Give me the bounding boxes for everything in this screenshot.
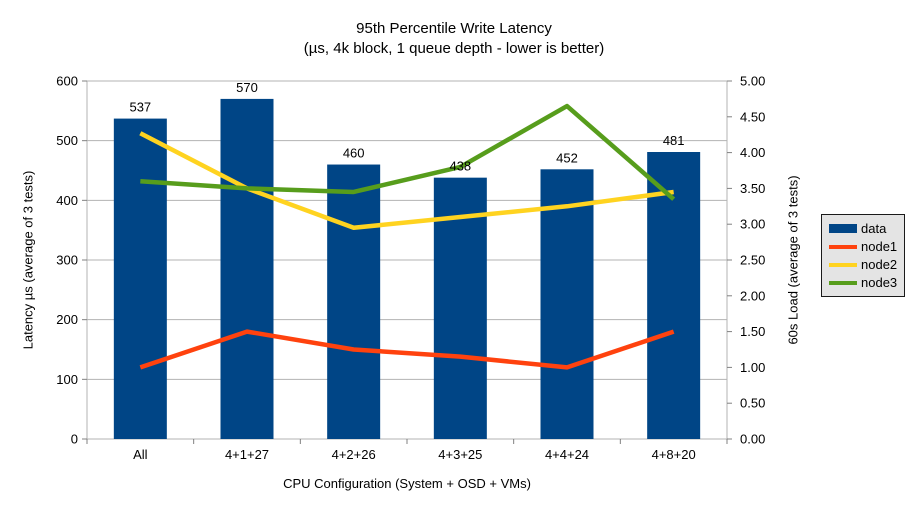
- right-tick-label: 4.50: [740, 109, 765, 124]
- left-tick-label: 200: [56, 312, 78, 327]
- legend-item-node1: node1: [829, 240, 899, 253]
- legend-swatch-node1: [829, 244, 857, 249]
- bar-value-label: 537: [129, 100, 151, 115]
- bar: [433, 177, 487, 439]
- legend-swatch-node3: [829, 280, 857, 285]
- series-line-node3: [140, 103, 676, 201]
- category-label: 4+4+24: [545, 447, 589, 462]
- left-tick-label: 400: [56, 193, 78, 208]
- right-tick-label: 3.00: [740, 217, 765, 232]
- bar-value-label: 460: [343, 146, 365, 161]
- bar-value-label: 438: [449, 159, 471, 174]
- bar: [327, 164, 381, 440]
- series-line-node2: [139, 131, 674, 231]
- left-tick-label: 500: [56, 133, 78, 148]
- category-label: 4+1+27: [225, 447, 269, 462]
- chart-subtitle: (µs, 4k block, 1 queue depth - lower is …: [303, 40, 605, 57]
- series-line-node1: [139, 329, 675, 370]
- bar: [540, 169, 594, 439]
- category-label: 4+2+26: [332, 447, 376, 462]
- bar-value-label: 570: [236, 80, 258, 95]
- right-tick-label: 1.50: [740, 324, 765, 339]
- right-tick-label: 3.50: [740, 181, 765, 196]
- right-tick-label: 0.00: [740, 432, 765, 447]
- category-label: 4+8+20: [652, 447, 696, 462]
- left-tick-label: 100: [56, 372, 78, 387]
- legend-swatch-data: [829, 224, 857, 233]
- right-tick-label: 2.00: [740, 288, 765, 303]
- x-axis-title: CPU Configuration (System + OSD + VMs): [283, 476, 531, 491]
- bar: [113, 118, 167, 439]
- legend-swatch-node2: [829, 262, 857, 267]
- category-label: All: [133, 447, 148, 462]
- right-tick-label: 1.00: [740, 360, 765, 375]
- left-tick-label: 600: [56, 74, 78, 89]
- legend-label: data: [861, 221, 887, 236]
- bar: [220, 98, 274, 440]
- bar-value-label: 452: [556, 150, 578, 165]
- bar: [647, 152, 701, 439]
- bar-value-label: 481: [663, 133, 685, 148]
- legend-label: node3: [861, 275, 898, 290]
- right-tick-label: 5.00: [740, 74, 765, 89]
- right-tick-label: 0.50: [740, 396, 765, 411]
- legend-item-data: data: [829, 222, 899, 235]
- chart-title: 95th Percentile Write Latency: [356, 20, 552, 37]
- right-tick-label: 2.50: [740, 253, 765, 268]
- category-label: 4+3+25: [438, 447, 482, 462]
- legend-label: node2: [861, 257, 898, 272]
- left-tick-label: 300: [56, 253, 78, 268]
- right-tick-label: 4.00: [740, 145, 765, 160]
- left-tick-label: 0: [71, 432, 78, 447]
- legend-item-node2: node2: [829, 258, 899, 271]
- legend-item-node3: node3: [829, 276, 899, 289]
- legend: data node1 node2 node3: [821, 214, 905, 297]
- legend-label: node1: [861, 239, 898, 254]
